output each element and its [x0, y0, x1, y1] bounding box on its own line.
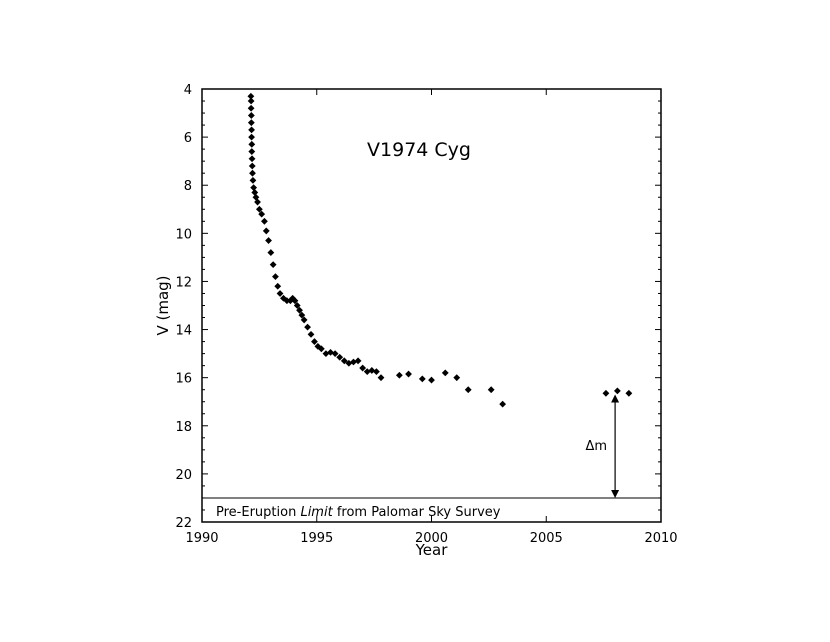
data-point: [247, 112, 255, 119]
data-point: [291, 297, 299, 305]
y-tick-label: 18: [175, 420, 192, 435]
y-tick-label: 12: [175, 275, 192, 290]
data-point: [359, 364, 367, 372]
x-axis-ticks: 1990 1995 2000 2005 2010: [185, 89, 678, 546]
data-point: [464, 386, 472, 394]
x-axis-title: Year: [415, 541, 449, 559]
data-point: [262, 227, 270, 235]
data-point: [249, 169, 256, 177]
data-point: [251, 189, 259, 196]
y-tick-label: 6: [184, 131, 192, 146]
data-point: [363, 368, 371, 376]
delta-m-arrowhead-bottom: [611, 489, 620, 498]
data-point: [340, 357, 348, 365]
data-point: [418, 375, 426, 383]
data-point: [395, 371, 403, 379]
data-point: [487, 386, 495, 394]
x-tick-label: 1995: [300, 531, 333, 546]
data-point: [250, 184, 258, 192]
data-point: [317, 345, 325, 353]
data-point: [274, 282, 282, 290]
data-point: [625, 389, 633, 397]
data-point: [327, 349, 334, 356]
data-point: [255, 205, 263, 213]
data-point: [311, 338, 318, 345]
data-point: [300, 316, 308, 324]
data-point: [248, 126, 255, 134]
data-point: [247, 97, 255, 105]
data-point: [298, 311, 306, 319]
data-point: [499, 400, 507, 408]
data-point: [304, 323, 311, 331]
y-axis-title: V (mag): [154, 275, 172, 335]
data-point: [307, 330, 315, 338]
data-point: [354, 357, 362, 365]
data-point: [373, 368, 380, 376]
data-point: [265, 237, 272, 244]
data-point: [293, 302, 301, 309]
data-point: [272, 273, 279, 281]
pre-eruption-limit-label: Pre-Eruption Limit from Palomar Sky Surv…: [216, 505, 501, 520]
data-point: [428, 376, 435, 384]
data-point: [248, 155, 256, 163]
data-point: [248, 140, 256, 148]
x-tick-label: 2010: [644, 531, 677, 546]
data-points: [247, 92, 633, 408]
y-tick-label: 16: [175, 372, 192, 387]
data-point: [283, 297, 291, 305]
y-tick-label: 8: [184, 179, 192, 194]
y-tick-label: 10: [175, 227, 192, 242]
data-point: [267, 249, 275, 256]
y-tick-label: 14: [175, 324, 192, 339]
data-point: [254, 198, 261, 206]
data-point: [296, 306, 303, 314]
data-point: [258, 210, 266, 218]
data-point: [252, 193, 260, 201]
data-point: [377, 374, 385, 382]
y-tick-label: 22: [175, 516, 192, 531]
x-tick-label: 1990: [185, 531, 218, 546]
y-tick-label: 4: [184, 83, 192, 98]
data-point: [331, 350, 339, 358]
data-point: [269, 261, 277, 269]
delta-m-arrow: [611, 394, 620, 498]
delta-m-label: Δm: [586, 439, 608, 454]
y-axis-ticks: 4 6 8 10 12 14 16 18 20 22: [175, 83, 661, 531]
data-point: [613, 387, 621, 395]
data-point: [249, 177, 257, 184]
data-point: [453, 374, 461, 382]
data-point: [276, 290, 284, 297]
y-tick-label: 20: [175, 468, 192, 483]
data-point: [602, 389, 610, 397]
chart-title: V1974 Cyg: [367, 139, 471, 161]
data-point: [336, 353, 344, 361]
data-point: [405, 370, 412, 378]
data-point: [248, 148, 256, 155]
data-point: [247, 104, 255, 112]
data-point: [441, 369, 449, 377]
data-point: [261, 217, 268, 225]
data-point: [248, 162, 256, 170]
data-point: [247, 92, 255, 100]
data-point: [247, 119, 255, 127]
x-tick-label: 2005: [530, 531, 563, 546]
data-point: [345, 359, 353, 367]
delta-m-arrowhead-top: [611, 394, 620, 403]
data-point: [248, 133, 255, 141]
x-tick-label: 2000: [415, 531, 448, 546]
